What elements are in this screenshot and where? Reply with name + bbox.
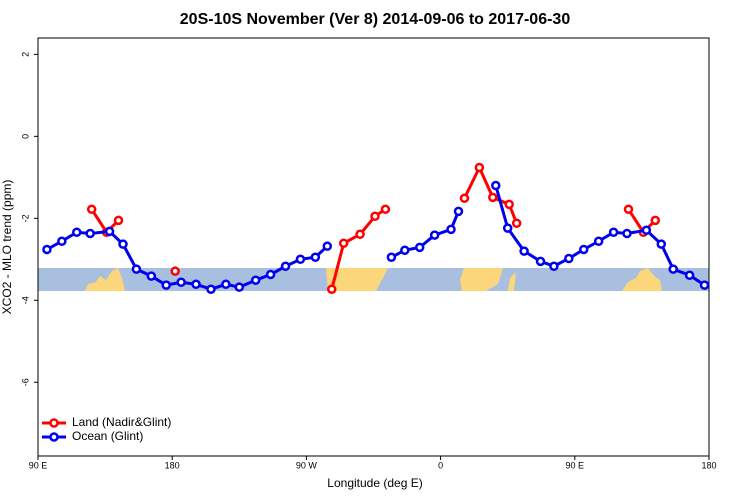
data-point: [699, 280, 710, 290]
data-point: [502, 223, 513, 233]
data-point: [488, 192, 498, 203]
data-point: [42, 244, 52, 255]
data-point: [511, 218, 522, 228]
y-tick-label: -6: [20, 378, 30, 386]
y-tick-label: -4: [20, 296, 30, 304]
chart-title: 20S-10S November (Ver 8) 2014-09-06 to 2…: [180, 11, 571, 28]
data-point: [593, 236, 604, 247]
data-point: [519, 246, 529, 256]
data-point: [326, 284, 337, 294]
y-tick-label: 2: [20, 52, 30, 57]
data-point: [564, 253, 574, 264]
data-point: [113, 215, 124, 226]
data-point: [322, 241, 333, 251]
x-tick-label: 180: [701, 460, 716, 470]
data-point: [176, 277, 186, 287]
y-tick-label: 0: [20, 134, 30, 139]
data-point: [295, 254, 306, 265]
y-axis-label: XCO2 - MLO trend (ppm): [0, 180, 14, 315]
legend-label: Land (Nadir&Glint): [72, 415, 171, 429]
data-point: [86, 204, 97, 215]
data-point: [535, 256, 546, 267]
series: [86, 162, 661, 294]
data-point: [85, 228, 95, 239]
data-point: [161, 280, 171, 290]
plot-frame: [37, 37, 710, 457]
x-tick-label: 0: [438, 460, 443, 470]
data-point: [170, 266, 180, 276]
data-point: [446, 224, 456, 235]
data-point: [608, 227, 619, 237]
data-point: [400, 245, 410, 256]
x-tick-label: 180: [165, 460, 180, 470]
data-point: [370, 211, 380, 222]
data-point: [265, 269, 276, 280]
data-point: [684, 270, 695, 281]
data-point: [221, 279, 231, 290]
y-tick-label: -2: [20, 214, 30, 222]
data-point: [380, 204, 391, 215]
data-point: [668, 264, 678, 274]
legend-label: Ocean (Glint): [72, 429, 143, 443]
data-point: [504, 199, 514, 210]
data-point: [622, 228, 632, 239]
data-point: [338, 238, 349, 249]
data-point: [206, 284, 216, 294]
data-point: [429, 230, 440, 240]
data-point: [104, 226, 115, 237]
data-point: [72, 227, 82, 237]
data-point: [641, 225, 652, 235]
data-point: [310, 252, 321, 262]
data-point: [453, 206, 464, 217]
data-point: [650, 215, 661, 226]
data-point: [355, 229, 365, 240]
legend-marker: [49, 432, 59, 442]
data-point: [656, 239, 667, 249]
data-point: [491, 180, 501, 191]
x-tick-label: 90 W: [296, 460, 318, 470]
data-point: [414, 242, 425, 253]
x-tick-label: 90 E: [29, 460, 48, 470]
data-point: [118, 239, 128, 249]
data-point: [146, 271, 157, 281]
x-axis-label: Longitude (deg E): [327, 476, 422, 490]
data-point: [578, 244, 589, 255]
data-point: [250, 275, 261, 285]
data-point: [549, 261, 559, 272]
data-point: [386, 252, 397, 262]
data-point: [57, 236, 67, 247]
x-tick-label: 90 E: [566, 460, 585, 470]
legend-marker: [49, 418, 59, 428]
data-point: [459, 193, 470, 203]
series: [42, 180, 710, 294]
data-point: [234, 282, 245, 292]
data-point: [280, 261, 291, 272]
data-point: [474, 162, 485, 173]
land-shapes: [85, 268, 662, 291]
data-point: [191, 279, 201, 290]
data-point: [131, 264, 142, 274]
data-point: [623, 204, 634, 215]
